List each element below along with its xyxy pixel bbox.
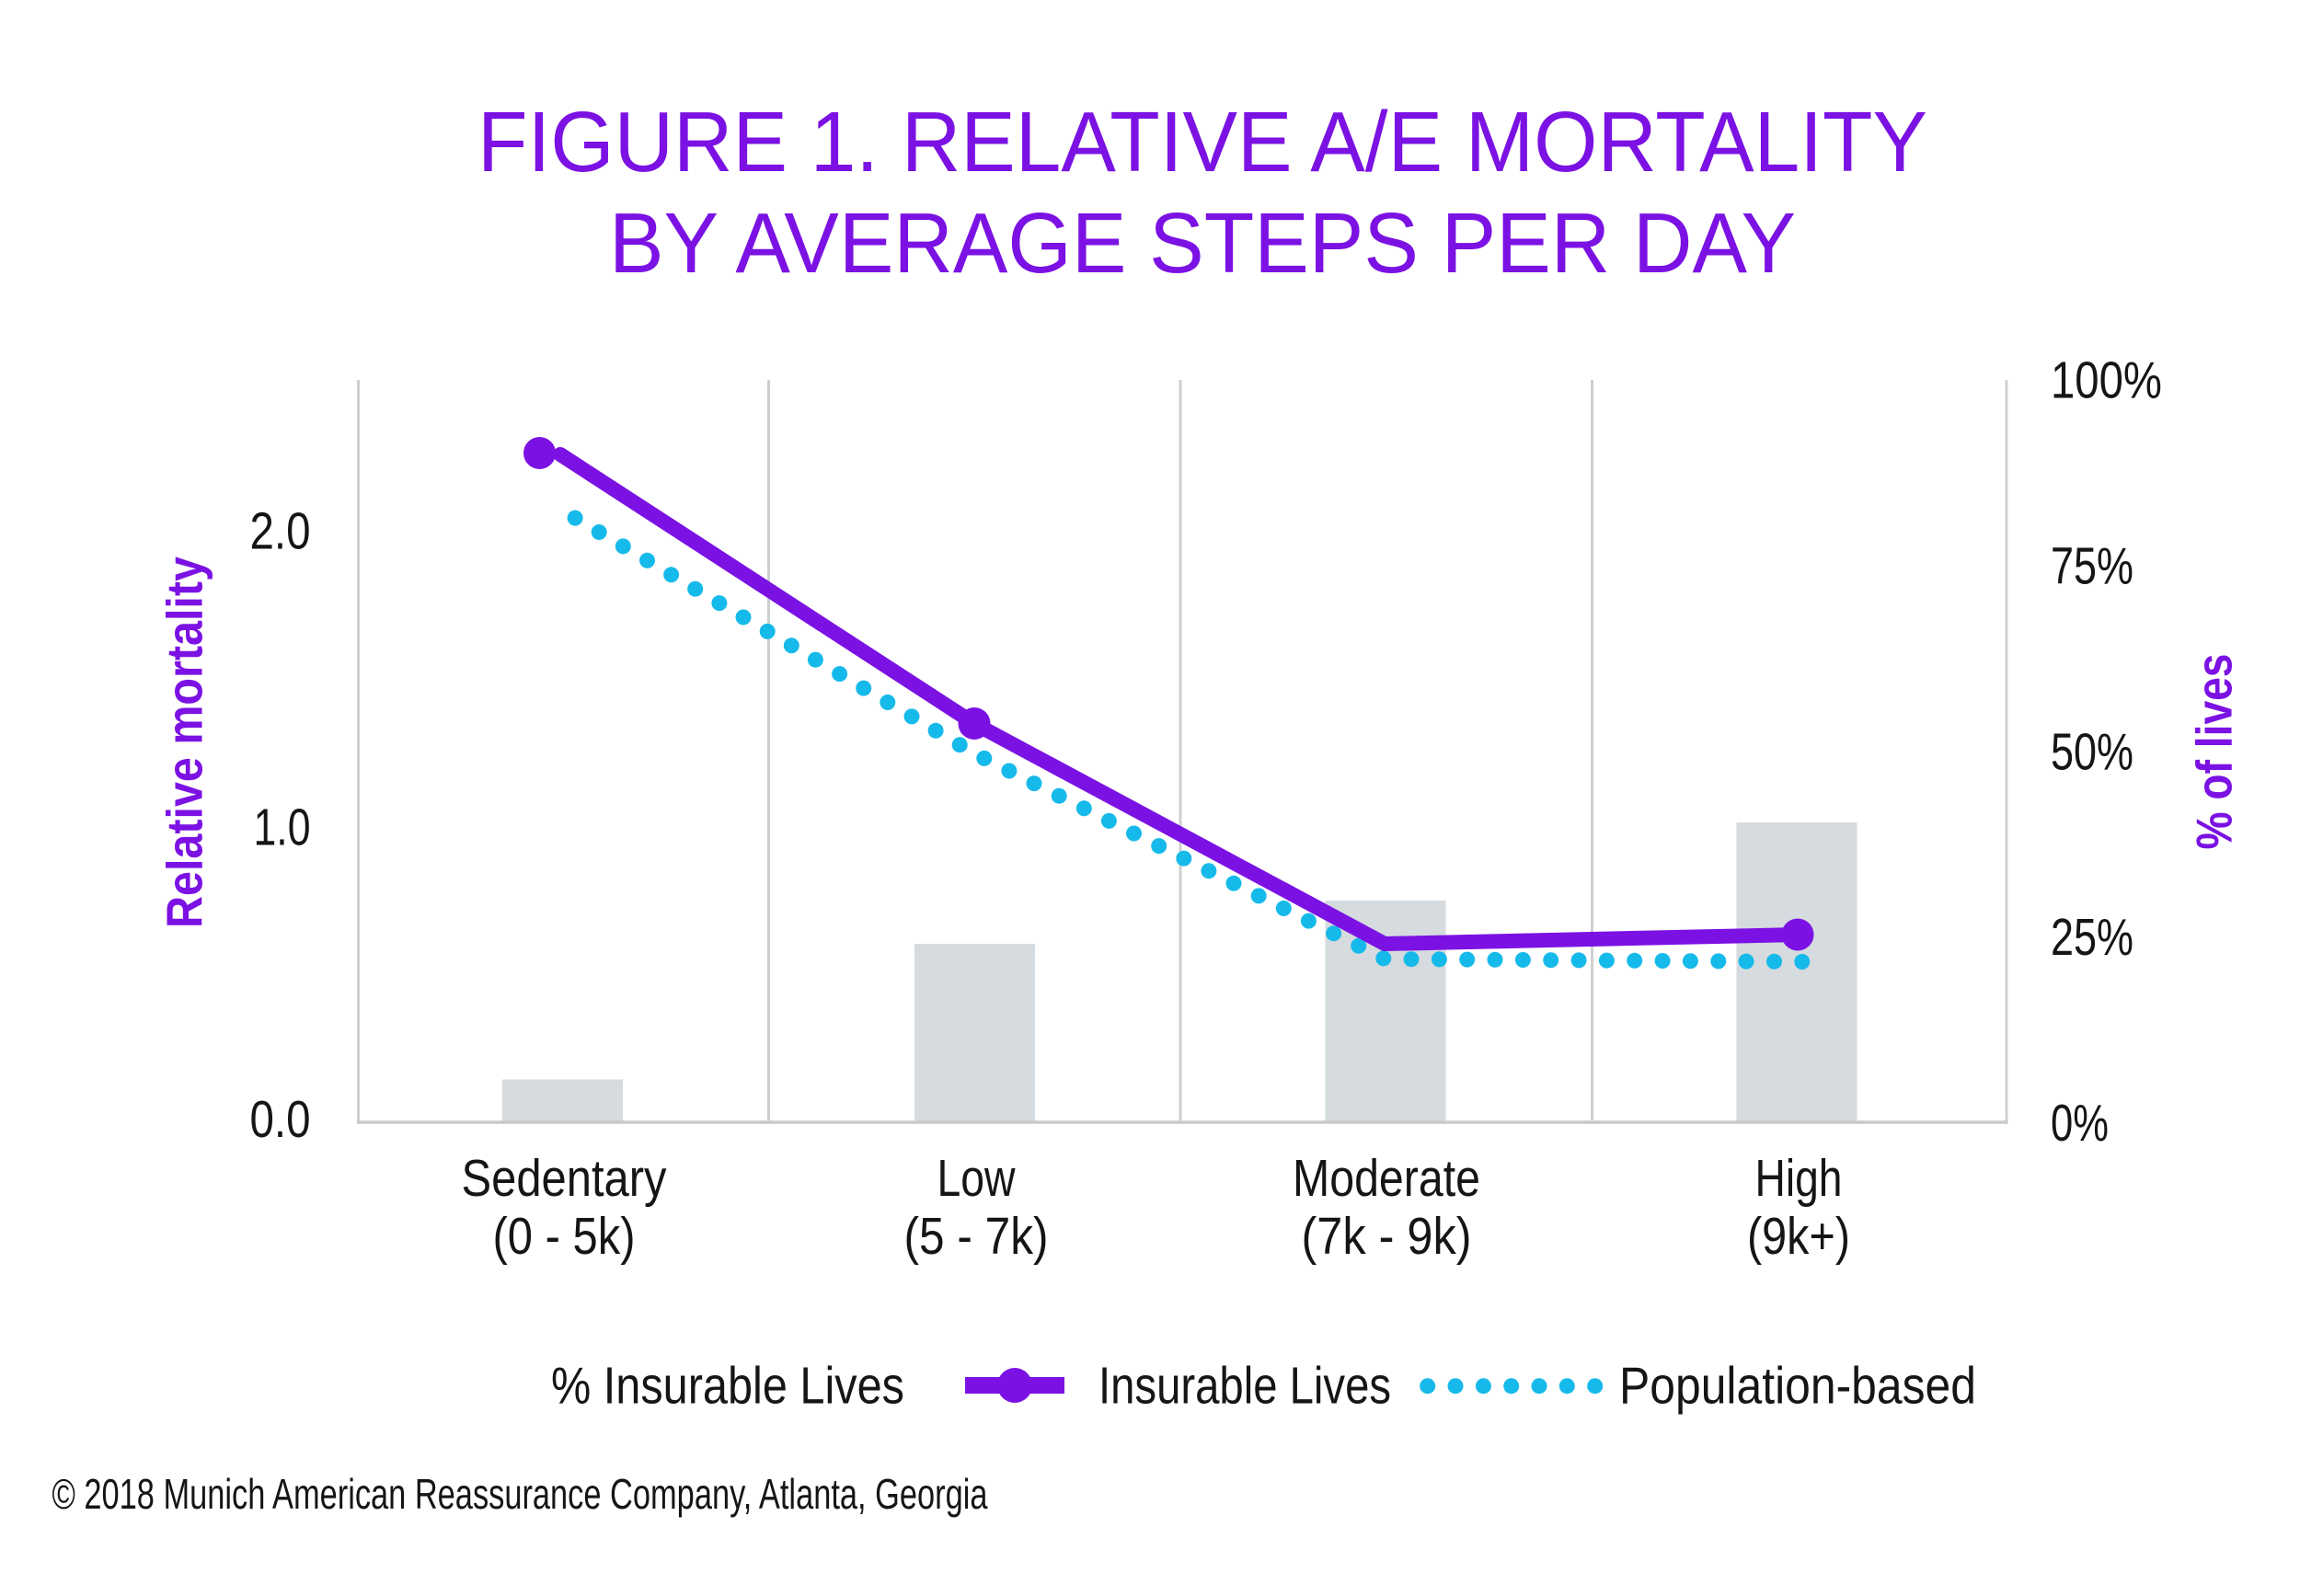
svg-text:% Insurable Lives: % Insurable Lives [551,1357,904,1416]
svg-text:Insurable Lives: Insurable Lives [1098,1357,1391,1416]
svg-text:High: High [1755,1149,1843,1208]
svg-text:Sedentary: Sedentary [462,1149,667,1208]
svg-text:(9k+): (9k+) [1747,1207,1850,1266]
svg-text:% of lives: % of lives [2186,654,2243,850]
svg-text:Relative mortality: Relative mortality [156,557,213,928]
svg-text:(7k - 9k): (7k - 9k) [1302,1207,1472,1266]
svg-text:© 2018 Munich American Reassur: © 2018 Munich American Reassurance Compa… [52,1470,988,1518]
svg-text:BY AVERAGE STEPS PER DAY: BY AVERAGE STEPS PER DAY [609,195,1796,291]
svg-text:Low: Low [937,1149,1017,1208]
svg-text:25%: 25% [2051,908,2133,967]
svg-text:0%: 0% [2051,1094,2109,1153]
svg-text:1.0: 1.0 [254,798,311,857]
svg-text:0.0: 0.0 [250,1090,311,1149]
svg-text:FIGURE 1. RELATIVE A/E MORTALI: FIGURE 1. RELATIVE A/E MORTALITY [477,94,1927,189]
svg-text:50%: 50% [2051,723,2133,782]
svg-text:Population-based: Population-based [1619,1357,1976,1416]
svg-text:2.0: 2.0 [250,502,311,561]
svg-text:75%: 75% [2051,537,2133,596]
svg-text:(0 - 5k): (0 - 5k) [493,1207,636,1266]
svg-text:Moderate: Moderate [1293,1149,1480,1208]
svg-text:100%: 100% [2051,351,2162,410]
svg-text:(5 - 7k): (5 - 7k) [904,1207,1049,1266]
